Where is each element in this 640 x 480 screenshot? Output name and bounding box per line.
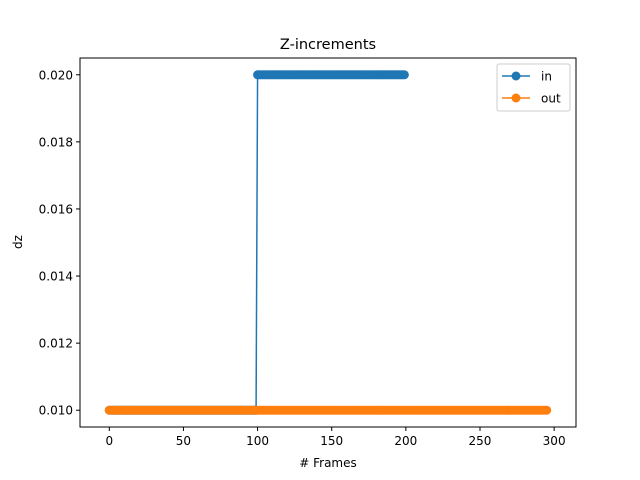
- y-tick-label: 0.012: [39, 337, 73, 351]
- legend-label-out: out: [541, 92, 561, 106]
- data-point-in: [399, 70, 409, 80]
- x-tick-label: 0: [105, 434, 113, 448]
- legend-marker-out: [511, 93, 521, 103]
- y-tick-label: 0.010: [39, 404, 73, 418]
- y-tick-label: 0.018: [39, 135, 73, 149]
- legend-marker-in: [511, 71, 521, 81]
- legend: in out: [496, 63, 571, 112]
- x-tick-label: 50: [176, 434, 191, 448]
- y-axis-label: dz: [11, 235, 25, 249]
- x-tick-label: 200: [394, 434, 417, 448]
- x-tick-label: 250: [469, 434, 492, 448]
- x-tick-label: 300: [543, 434, 566, 448]
- y-tick-label: 0.016: [39, 202, 73, 216]
- y-tick-label: 0.020: [39, 68, 73, 82]
- series-out: [104, 405, 552, 415]
- y-tick-label: 0.014: [39, 270, 73, 284]
- x-tick-label: 150: [320, 434, 343, 448]
- chart-title: Z-increments: [280, 37, 376, 53]
- data-point-out: [542, 405, 552, 415]
- plot-area: [104, 70, 552, 415]
- plot-frame: [79, 57, 577, 428]
- legend-label-in: in: [541, 70, 552, 84]
- x-tick-label: 100: [246, 434, 269, 448]
- x-axis: 0 50 100 150 200 250 300: [105, 427, 566, 448]
- x-axis-label: # Frames: [299, 456, 357, 470]
- y-axis: 0.010 0.012 0.014 0.016 0.018 0.020: [39, 68, 80, 418]
